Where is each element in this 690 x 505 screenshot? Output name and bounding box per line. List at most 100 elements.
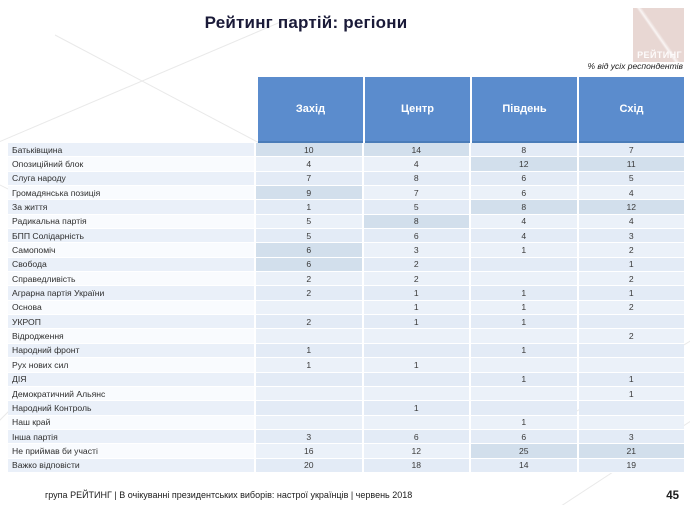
- value-cell: 8: [471, 143, 577, 157]
- value-cell: 4: [578, 186, 684, 200]
- value-cell: 25: [471, 444, 577, 458]
- value-cell: 4: [471, 229, 577, 243]
- column-header-west: Захід: [258, 77, 363, 143]
- rating-group-logo: РЕЙТИНГ: [633, 8, 684, 62]
- value-cell: [471, 257, 577, 272]
- party-name: Рух нових сил: [8, 358, 254, 372]
- value-cell: 6: [471, 171, 577, 186]
- value-cell: [471, 358, 577, 372]
- value-cell: [363, 343, 469, 358]
- value-cell: 1: [471, 415, 577, 429]
- value-cell: 6: [363, 229, 469, 243]
- party-name: Аграрна партія України: [8, 286, 254, 300]
- value-cell: [256, 300, 362, 315]
- table-body: Батьківщина 10 14 8 7 Опозиційний блок 4 4 12 11 С…: [8, 143, 684, 473]
- value-cell: 6: [471, 429, 577, 444]
- table-row: Громадянська позиція 9 7 6 4: [8, 186, 684, 201]
- value-cell: [256, 386, 362, 401]
- value-cell: [256, 372, 362, 386]
- party-name: БПП Солідарність: [8, 229, 254, 243]
- value-cell: 1: [578, 372, 684, 386]
- value-cell: 3: [363, 243, 469, 257]
- value-cell: 2: [256, 315, 362, 329]
- table-row: БПП Солідарність 5 6 4 3: [8, 229, 684, 244]
- value-cell: 4: [363, 157, 469, 171]
- page-number: 45: [666, 490, 679, 502]
- table-row: Важко відповісти 20 18 14 19: [8, 458, 684, 473]
- value-cell: 1: [471, 315, 577, 329]
- column-header-south: Південь: [472, 77, 577, 143]
- party-name: Свобода: [8, 257, 254, 272]
- party-name: Не приймав би участі: [8, 444, 254, 458]
- table-row: Не приймав би участі 16 12 25 21: [8, 444, 684, 459]
- value-cell: [471, 386, 577, 401]
- value-cell: 21: [578, 444, 684, 458]
- table-row: Народний Контроль 1: [8, 401, 684, 416]
- table-row: Аграрна партія України 2 1 1 1: [8, 286, 684, 301]
- table-row: Наш край 1: [8, 415, 684, 430]
- value-cell: [363, 415, 469, 429]
- value-cell: [578, 401, 684, 415]
- table-row: Народний фронт 1 1: [8, 343, 684, 359]
- value-cell: 8: [363, 171, 469, 186]
- value-cell: 7: [256, 171, 362, 186]
- value-cell: 1: [578, 386, 684, 401]
- party-name: Інша партія: [8, 429, 254, 444]
- value-cell: 1: [256, 358, 362, 372]
- value-cell: 1: [471, 300, 577, 315]
- table-row: Інша партія 3 6 6 3: [8, 429, 684, 445]
- value-cell: 16: [256, 444, 362, 458]
- value-cell: 8: [471, 200, 577, 214]
- value-cell: 1: [363, 315, 469, 329]
- value-cell: 12: [578, 200, 684, 214]
- party-name: Основа: [8, 300, 254, 315]
- respondents-note: % від усіх респондентів: [587, 61, 683, 71]
- table-row: Основа 1 1 2: [8, 300, 684, 316]
- table-row: Свобода 6 2 1: [8, 257, 684, 273]
- table-row: Батьківщина 10 14 8 7: [8, 143, 684, 158]
- value-cell: [578, 415, 684, 429]
- value-cell: 2: [578, 243, 684, 257]
- party-name: Важко відповісти: [8, 458, 254, 472]
- value-cell: 19: [578, 458, 684, 472]
- value-cell: 6: [363, 429, 469, 444]
- value-cell: 3: [578, 429, 684, 444]
- party-name: Демократичний Альянс: [8, 386, 254, 401]
- value-cell: 1: [578, 286, 684, 300]
- value-cell: 9: [256, 186, 362, 200]
- party-name: Наш край: [8, 415, 254, 429]
- value-cell: 1: [363, 358, 469, 372]
- value-cell: [471, 329, 577, 343]
- value-cell: [471, 272, 577, 286]
- value-cell: 4: [256, 157, 362, 171]
- page-title: Рейтинг партій: регіони: [204, 13, 408, 32]
- table-row: Опозиційний блок 4 4 12 11: [8, 157, 684, 172]
- value-cell: 1: [471, 372, 577, 386]
- footer-source: група РЕЙТИНГ | В очікуванні президентсь…: [45, 490, 413, 500]
- party-name: Опозиційний блок: [8, 157, 254, 171]
- region-column-headers: Захід Центр Південь Схід: [258, 77, 684, 143]
- value-cell: [471, 401, 577, 415]
- value-cell: [256, 329, 362, 343]
- party-name: Народний Контроль: [8, 401, 254, 415]
- value-cell: 1: [578, 257, 684, 272]
- table-row: Слуга народу 7 8 6 5: [8, 171, 684, 187]
- table-row: Рух нових сил 1 1: [8, 358, 684, 373]
- table-row: Відродження 2: [8, 329, 684, 344]
- table-row: Самопоміч 6 3 1 2: [8, 243, 684, 258]
- value-cell: 2: [256, 272, 362, 286]
- value-cell: 7: [578, 143, 684, 157]
- value-cell: 14: [363, 143, 469, 157]
- value-cell: 2: [363, 257, 469, 272]
- party-name: Радикальна партія: [8, 214, 254, 229]
- party-name: УКРОП: [8, 315, 254, 329]
- table-row: ДІЯ 1 1: [8, 372, 684, 387]
- value-cell: [256, 415, 362, 429]
- value-cell: 2: [363, 272, 469, 286]
- party-name: Відродження: [8, 329, 254, 343]
- value-cell: 5: [256, 229, 362, 243]
- table-row: УКРОП 2 1 1: [8, 315, 684, 330]
- value-cell: 4: [578, 214, 684, 229]
- value-cell: 8: [363, 214, 469, 229]
